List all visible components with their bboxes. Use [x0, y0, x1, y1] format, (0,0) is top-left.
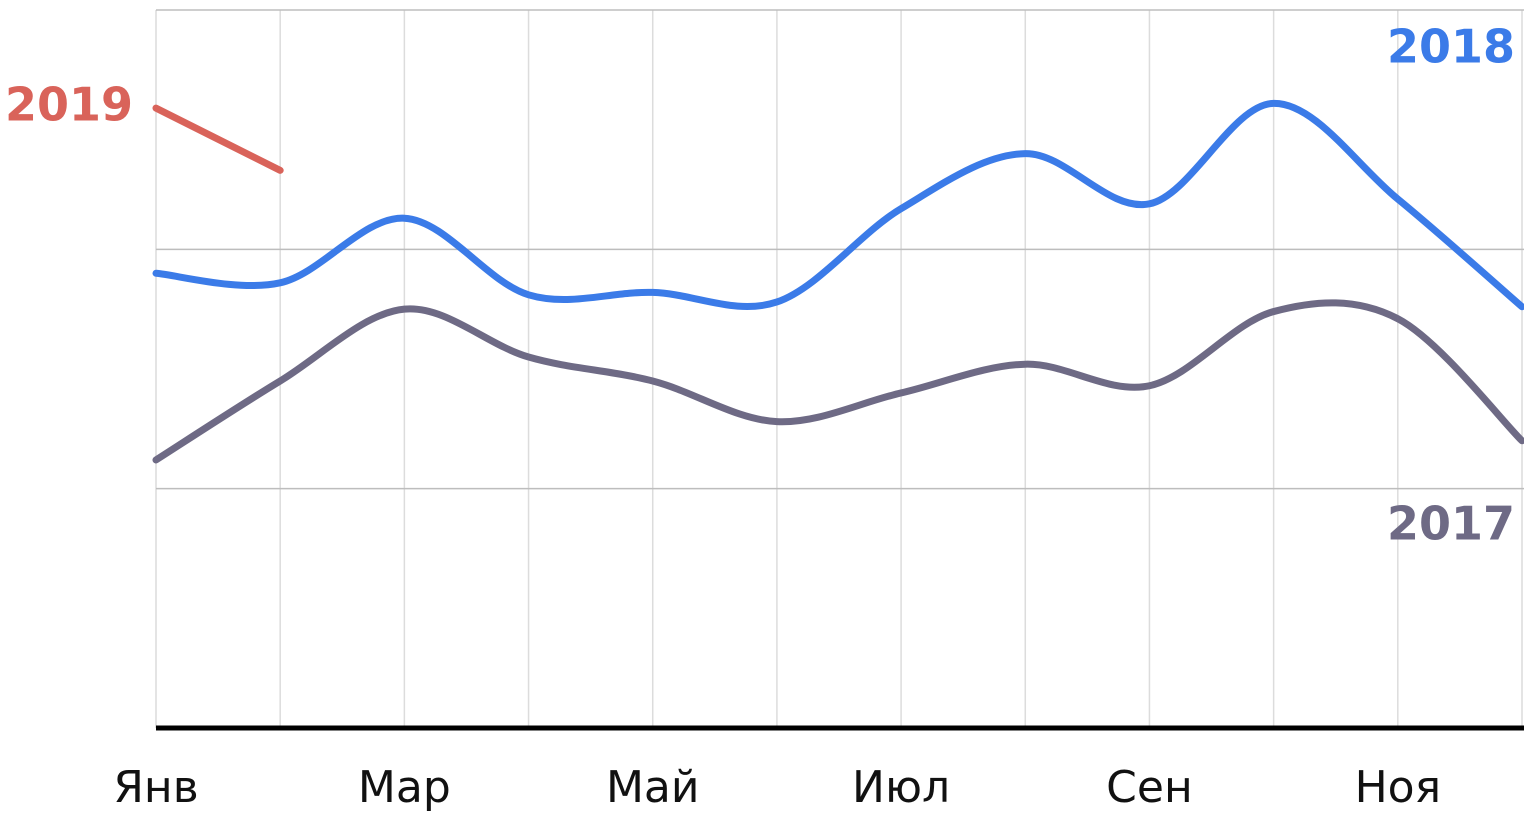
line-series — [152, 104, 284, 174]
series-label: 2019 — [5, 78, 133, 132]
x-tick-label: Янв — [113, 762, 198, 813]
x-tick-label: Сен — [1106, 762, 1193, 813]
line-series — [152, 299, 1524, 464]
x-tick-label: Ноя — [1355, 762, 1441, 813]
line-series — [152, 99, 1524, 311]
series-label: 2018 — [1387, 20, 1515, 74]
x-tick-label: Мар — [358, 762, 451, 813]
x-tick-label: Июл — [852, 762, 950, 813]
x-tick-label: Май — [606, 762, 700, 813]
series-label: 2017 — [1387, 497, 1515, 551]
